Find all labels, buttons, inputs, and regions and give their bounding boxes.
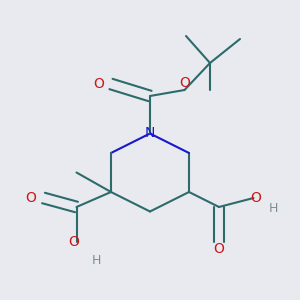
Text: N: N — [145, 127, 155, 140]
Text: H: H — [268, 202, 278, 215]
Text: O: O — [94, 77, 104, 91]
Text: H: H — [91, 254, 101, 268]
Text: O: O — [214, 242, 224, 256]
Text: O: O — [179, 76, 190, 90]
Text: O: O — [250, 191, 261, 205]
Text: O: O — [69, 235, 80, 249]
Text: O: O — [26, 191, 36, 205]
